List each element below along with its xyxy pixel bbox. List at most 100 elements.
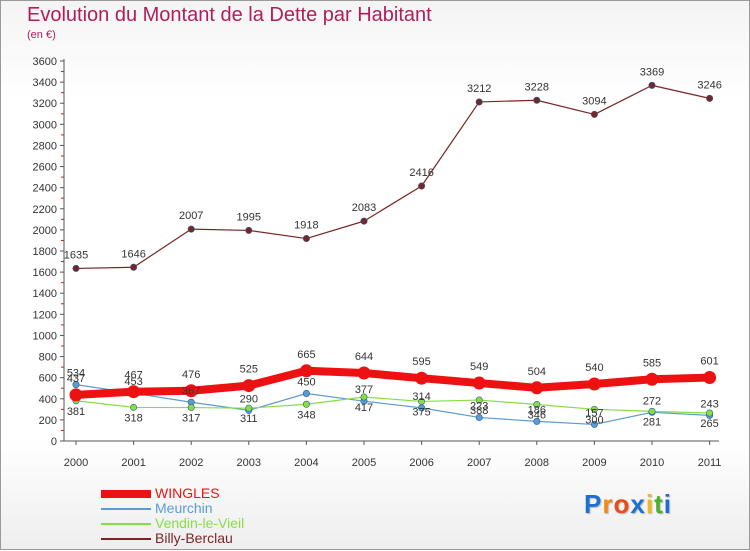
y-tick-label: 1200 (33, 309, 57, 321)
y-tick-label: 3200 (33, 98, 57, 110)
data-label-billy-berclau: 1918 (294, 220, 318, 232)
data-label-meurchin: 223 (470, 400, 488, 412)
data-label-wingles: 504 (528, 366, 546, 378)
data-point-wingles (703, 371, 717, 385)
data-label-meurchin: 314 (412, 391, 430, 403)
data-label-wingles: 437 (67, 373, 85, 385)
x-tick-label: 2007 (467, 457, 491, 469)
data-label-billy-berclau: 3228 (525, 81, 549, 93)
logo-letter: x (630, 489, 646, 519)
data-point-billy-berclau (360, 217, 368, 225)
proxiti-logo: Proxiti (584, 489, 672, 520)
logo-letter: t (654, 489, 664, 519)
x-tick-label: 2001 (121, 457, 145, 469)
y-tick-label: 0 (51, 436, 57, 448)
y-tick-label: 2000 (33, 225, 57, 237)
data-label-vendin-le-vieil: 381 (67, 406, 85, 418)
x-tick-label: 2000 (64, 457, 88, 469)
y-tick-label: 1000 (33, 330, 57, 342)
y-tick-label: 600 (39, 373, 57, 385)
data-label-wingles: 476 (182, 369, 200, 381)
chart-subtitle: (en €) (27, 29, 56, 41)
data-label-meurchin: 453 (124, 376, 142, 388)
data-point-wingles (127, 385, 141, 399)
data-label-vendin-le-vieil: 417 (355, 402, 373, 414)
x-tick-label: 2003 (237, 457, 261, 469)
data-point-billy-berclau (533, 96, 541, 104)
y-tick-label: 2800 (33, 140, 57, 152)
data-point-billy-berclau (648, 81, 656, 89)
y-tick-label: 3400 (33, 77, 57, 89)
data-point-billy-berclau (302, 235, 310, 243)
data-label-wingles: 595 (412, 356, 430, 368)
data-label-vendin-le-vieil: 388 (470, 405, 488, 417)
x-tick-label: 2010 (640, 457, 664, 469)
data-label-wingles: 665 (297, 349, 315, 361)
data-label-billy-berclau: 2083 (352, 202, 376, 214)
logo-letter: o (613, 489, 631, 519)
data-label-meurchin: 367 (182, 385, 200, 397)
data-point-billy-berclau (590, 110, 598, 118)
data-point-vendin-le-vieil (533, 400, 541, 408)
data-point-wingles (299, 364, 313, 378)
data-label-meurchin: 186 (528, 404, 546, 416)
data-point-billy-berclau (130, 263, 138, 271)
data-point-vendin-le-vieil (648, 407, 656, 415)
data-point-meurchin (590, 420, 598, 428)
y-tick-label: 1400 (33, 288, 57, 300)
data-point-billy-berclau (475, 98, 483, 106)
legend-label-meurchin: Meurchin (155, 500, 213, 516)
data-label-wingles: 525 (240, 364, 258, 376)
data-label-vendin-le-vieil: 265 (700, 418, 718, 430)
data-point-vendin-le-vieil (590, 405, 598, 413)
data-point-billy-berclau (187, 225, 195, 233)
data-label-meurchin: 157 (585, 407, 603, 419)
data-label-wingles: 467 (124, 370, 142, 382)
data-point-vendin-le-vieil (475, 396, 483, 404)
x-tick-label: 2008 (525, 457, 549, 469)
x-tick-label: 2011 (698, 457, 722, 469)
data-label-billy-berclau: 2416 (409, 167, 433, 179)
data-label-meurchin: 272 (643, 395, 661, 407)
legend-swatch-billy (101, 538, 151, 540)
data-point-billy-berclau (245, 226, 253, 234)
x-tick-label: 2005 (352, 457, 376, 469)
data-point-wingles (530, 381, 544, 395)
x-tick-label: 2002 (179, 457, 203, 469)
data-point-meurchin (475, 413, 483, 421)
logo-letter: P (584, 489, 603, 519)
data-point-wingles (645, 372, 659, 386)
data-label-vendin-le-vieil: 311 (240, 413, 258, 425)
data-point-wingles (587, 377, 601, 391)
data-label-billy-berclau: 3369 (640, 66, 664, 78)
logo-letter: i (645, 489, 655, 519)
y-tick-label: 800 (39, 352, 57, 364)
data-label-billy-berclau: 1646 (121, 248, 145, 260)
data-label-billy-berclau: 1635 (64, 249, 88, 261)
series-line-billy-berclau (75, 84, 711, 270)
y-tick-label: 3600 (33, 56, 57, 68)
data-point-vendin-le-vieil (706, 409, 714, 417)
chart-title: Evolution du Montant de la Dette par Hab… (27, 4, 432, 26)
data-point-billy-berclau (706, 94, 714, 102)
data-point-wingles (357, 366, 371, 380)
data-point-wingles (472, 376, 486, 390)
data-label-vendin-le-vieil: 318 (124, 412, 142, 424)
data-label-meurchin: 243 (700, 398, 718, 410)
data-label-wingles: 644 (355, 351, 373, 363)
data-label-wingles: 585 (643, 357, 661, 369)
data-point-meurchin (533, 417, 541, 425)
data-point-vendin-le-vieil (302, 400, 310, 408)
data-point-wingles (184, 384, 198, 398)
data-label-billy-berclau: 3094 (582, 95, 606, 107)
logo-letter: i (663, 489, 672, 519)
series-line-vendin-le-vieil (75, 396, 711, 414)
data-label-meurchin: 534 (67, 368, 85, 380)
data-label-meurchin: 377 (355, 384, 373, 396)
legend: WINGLES Meurchin Vendin-le-Vieil Billy-B… (101, 486, 341, 546)
data-point-wingles (69, 388, 83, 402)
legend-item-billy: Billy-Berclau (101, 531, 341, 546)
y-tick-label: 2600 (33, 162, 57, 174)
